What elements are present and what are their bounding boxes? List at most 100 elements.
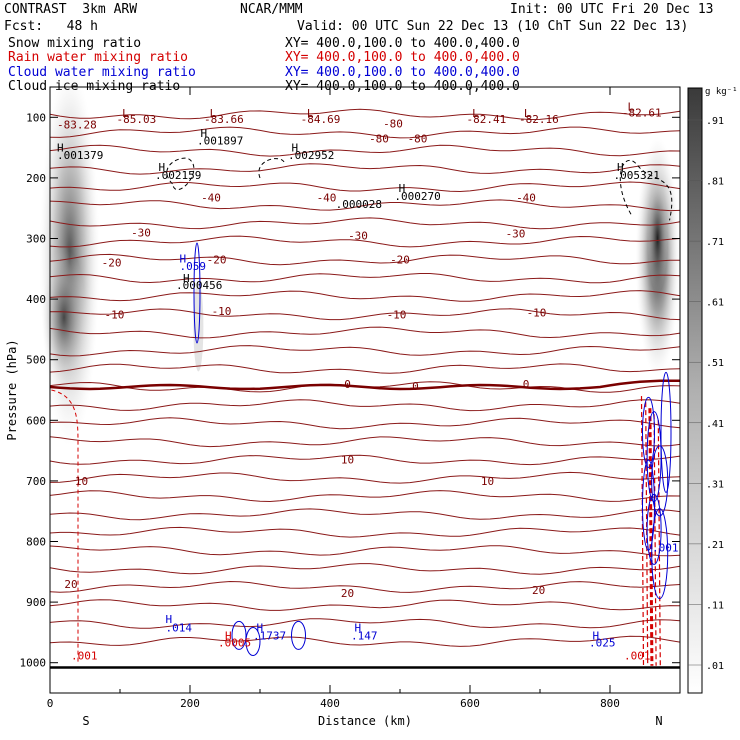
extremum-label: H — [180, 252, 187, 265]
isotherm-line — [49, 526, 681, 538]
isotherm-line — [49, 144, 681, 157]
extremum-label: .147 — [351, 629, 378, 642]
isotherm-label: -80 — [383, 117, 403, 130]
extremum-label: H — [593, 629, 600, 642]
isotherm-label: 20 — [64, 578, 77, 591]
isotherm-label: -40 — [201, 191, 221, 204]
cloud-ice-contour — [619, 159, 673, 221]
colorbar: g kg⁻¹ .01 .11 .21 .31 .41 .51 .61 .71 .81 .91 — [687, 87, 738, 694]
x-tick-label: 400 — [320, 697, 340, 710]
isotherm-line — [49, 363, 681, 374]
isotherm-line — [49, 545, 681, 557]
isotherm-line — [49, 273, 681, 284]
y-tick-label: 300 — [26, 233, 46, 246]
extremum-label: .000028 — [336, 198, 382, 211]
isotherm-label: -10 — [527, 306, 547, 319]
extremum-label: .000456 — [176, 279, 222, 292]
isotherm-label: -30 — [131, 226, 151, 239]
isotherm-label: -20 — [207, 254, 227, 267]
isotherm-label: 20 — [341, 587, 354, 600]
field-name-snow: Snow mixing ratio — [8, 36, 142, 51]
extremum-label: -84.69 — [301, 113, 341, 126]
cloud-water-contour — [660, 371, 672, 493]
y-tick-label: 200 — [26, 172, 46, 185]
extremum-label: H — [257, 622, 264, 635]
snow-plume-center — [193, 281, 204, 372]
isotherm-line — [49, 253, 680, 266]
isotherm-label: 0 — [344, 378, 351, 391]
colorbar-level-label: .41 — [706, 419, 724, 430]
extremum-label: -82.61 — [622, 106, 662, 119]
extremum-label: H — [159, 161, 166, 174]
field-name-rain: Rain water mixing ratio — [8, 50, 189, 65]
isotherm-line — [49, 290, 681, 302]
rain-contour-left — [51, 389, 79, 663]
cloud-water-contour — [646, 493, 662, 565]
isotherm-label: -20 — [390, 254, 410, 267]
isotherm-line — [49, 417, 681, 430]
colorbar-unit: g kg⁻¹ — [705, 87, 738, 97]
extremum-label: L — [628, 100, 635, 113]
y-tick-label: 700 — [26, 475, 46, 488]
isotherm-line — [49, 399, 681, 412]
extremum-label: .1737 — [253, 629, 286, 642]
extremum-label: -82.41 — [467, 113, 507, 126]
isotherm-label: -20 — [102, 257, 122, 270]
model-title: CONTRAST 3km ARW — [4, 2, 138, 17]
field-xy-cloud-water: XY= 400.0,100.0 to 400.0,400.0 — [285, 65, 520, 80]
extremum-label: H — [399, 182, 406, 195]
isotherm-line — [49, 508, 681, 521]
isotherm-label: 20 — [532, 584, 545, 597]
extremum-label: L — [472, 107, 479, 120]
isotherm-label: -10 — [212, 305, 232, 318]
isotherm-line — [49, 108, 681, 121]
snow-core-left — [42, 247, 86, 388]
isotherm-line — [49, 181, 681, 193]
cloud-water-contour — [291, 620, 306, 650]
isotherm-lines — [49, 108, 681, 669]
valid-time: Valid: 00 UTC Sun 22 Dec 13 (10 ChT Sun … — [297, 19, 689, 34]
extremum-label: H — [292, 142, 299, 155]
cloud-water-contour — [231, 620, 247, 650]
isotherm-label: 10 — [341, 454, 354, 467]
axes: 0 200 400 600 800100200300400500600700800900… — [5, 86, 681, 728]
extremum-label: .002159 — [155, 169, 201, 182]
isotherm-line — [49, 217, 681, 230]
x-tick-label: 0 — [47, 697, 54, 710]
colorbar-level-label: .51 — [706, 358, 724, 369]
extremum-label: .059 — [180, 260, 207, 273]
cloud-water-contour — [642, 396, 655, 468]
isotherm-line — [49, 599, 681, 611]
y-tick-label: 1000 — [20, 657, 47, 670]
isotherm-label: -30 — [506, 228, 526, 241]
y-tick-label: 800 — [26, 536, 46, 549]
extremum-label: H — [57, 142, 64, 155]
south-label: S — [82, 714, 89, 728]
colorbar-level-label: .31 — [706, 479, 724, 490]
isotherm-label: 0 — [523, 378, 530, 391]
colorbar-level-label: .81 — [706, 177, 724, 188]
x-tick-label: 600 — [460, 697, 480, 710]
plot-frame — [49, 86, 681, 694]
freezing-level-line — [49, 379, 680, 391]
isotherm-line — [49, 563, 681, 575]
x-axis-label: Distance (km) — [318, 714, 412, 728]
colorbar-level-label: .71 — [706, 237, 724, 248]
isotherm-line — [49, 635, 681, 647]
extremum-label: H — [617, 161, 624, 174]
extremum-label: .000270 — [394, 190, 440, 203]
rain-contour-right — [657, 420, 661, 666]
colorbar-level-label: .01 — [706, 661, 724, 672]
snow-shading — [39, 66, 680, 447]
isotherm-line — [49, 580, 681, 593]
cloud-ice-contour — [166, 157, 195, 191]
extremum-label: .0005 — [218, 637, 251, 650]
extremum-label: .001 — [624, 649, 651, 662]
isotherm-label: 0 — [412, 380, 419, 393]
isotherm-line — [49, 490, 681, 503]
isotherm-label: -30 — [348, 229, 368, 242]
extremum-label: .025 — [589, 637, 616, 650]
colorbar-level-label: .21 — [706, 540, 724, 551]
rain-contour-right — [648, 408, 654, 666]
isotherm-label: -80 — [408, 133, 428, 146]
